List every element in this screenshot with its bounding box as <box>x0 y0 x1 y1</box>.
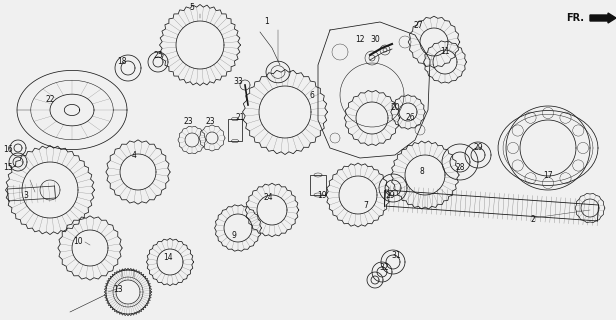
FancyArrow shape <box>590 13 616 23</box>
Text: 18: 18 <box>117 58 127 67</box>
Text: 16: 16 <box>3 146 13 155</box>
Text: FR.: FR. <box>566 13 584 23</box>
Text: 32: 32 <box>379 263 389 273</box>
Text: 27: 27 <box>413 20 423 29</box>
Text: 11: 11 <box>440 47 450 57</box>
Text: 7: 7 <box>363 201 368 210</box>
Text: 1: 1 <box>265 18 269 27</box>
Text: 9: 9 <box>232 230 237 239</box>
Text: 20: 20 <box>390 103 400 113</box>
Text: 10: 10 <box>73 237 83 246</box>
Text: 24: 24 <box>263 194 273 203</box>
Text: 12: 12 <box>355 36 365 44</box>
Text: 28: 28 <box>455 164 464 172</box>
Text: 26: 26 <box>405 114 415 123</box>
Text: 3: 3 <box>23 190 28 199</box>
Text: 21: 21 <box>235 114 245 123</box>
Text: 25: 25 <box>153 51 163 60</box>
Bar <box>228 119 242 141</box>
Text: 8: 8 <box>419 167 424 177</box>
Text: 13: 13 <box>113 285 123 294</box>
Text: 5: 5 <box>190 4 195 12</box>
Text: 15: 15 <box>3 164 13 172</box>
Bar <box>310 175 326 195</box>
Text: 4: 4 <box>132 150 136 159</box>
Text: 22: 22 <box>45 95 55 105</box>
Text: 14: 14 <box>163 253 173 262</box>
Text: 17: 17 <box>543 171 553 180</box>
Text: 19: 19 <box>317 190 327 199</box>
Text: 23: 23 <box>183 117 193 126</box>
Text: 30: 30 <box>370 36 380 44</box>
Text: 6: 6 <box>310 91 314 100</box>
Text: 29: 29 <box>473 143 483 153</box>
Text: 33: 33 <box>233 77 243 86</box>
Text: 2: 2 <box>530 215 535 225</box>
Text: 29: 29 <box>385 190 395 199</box>
Text: 23: 23 <box>205 117 215 126</box>
Text: 31: 31 <box>391 251 401 260</box>
